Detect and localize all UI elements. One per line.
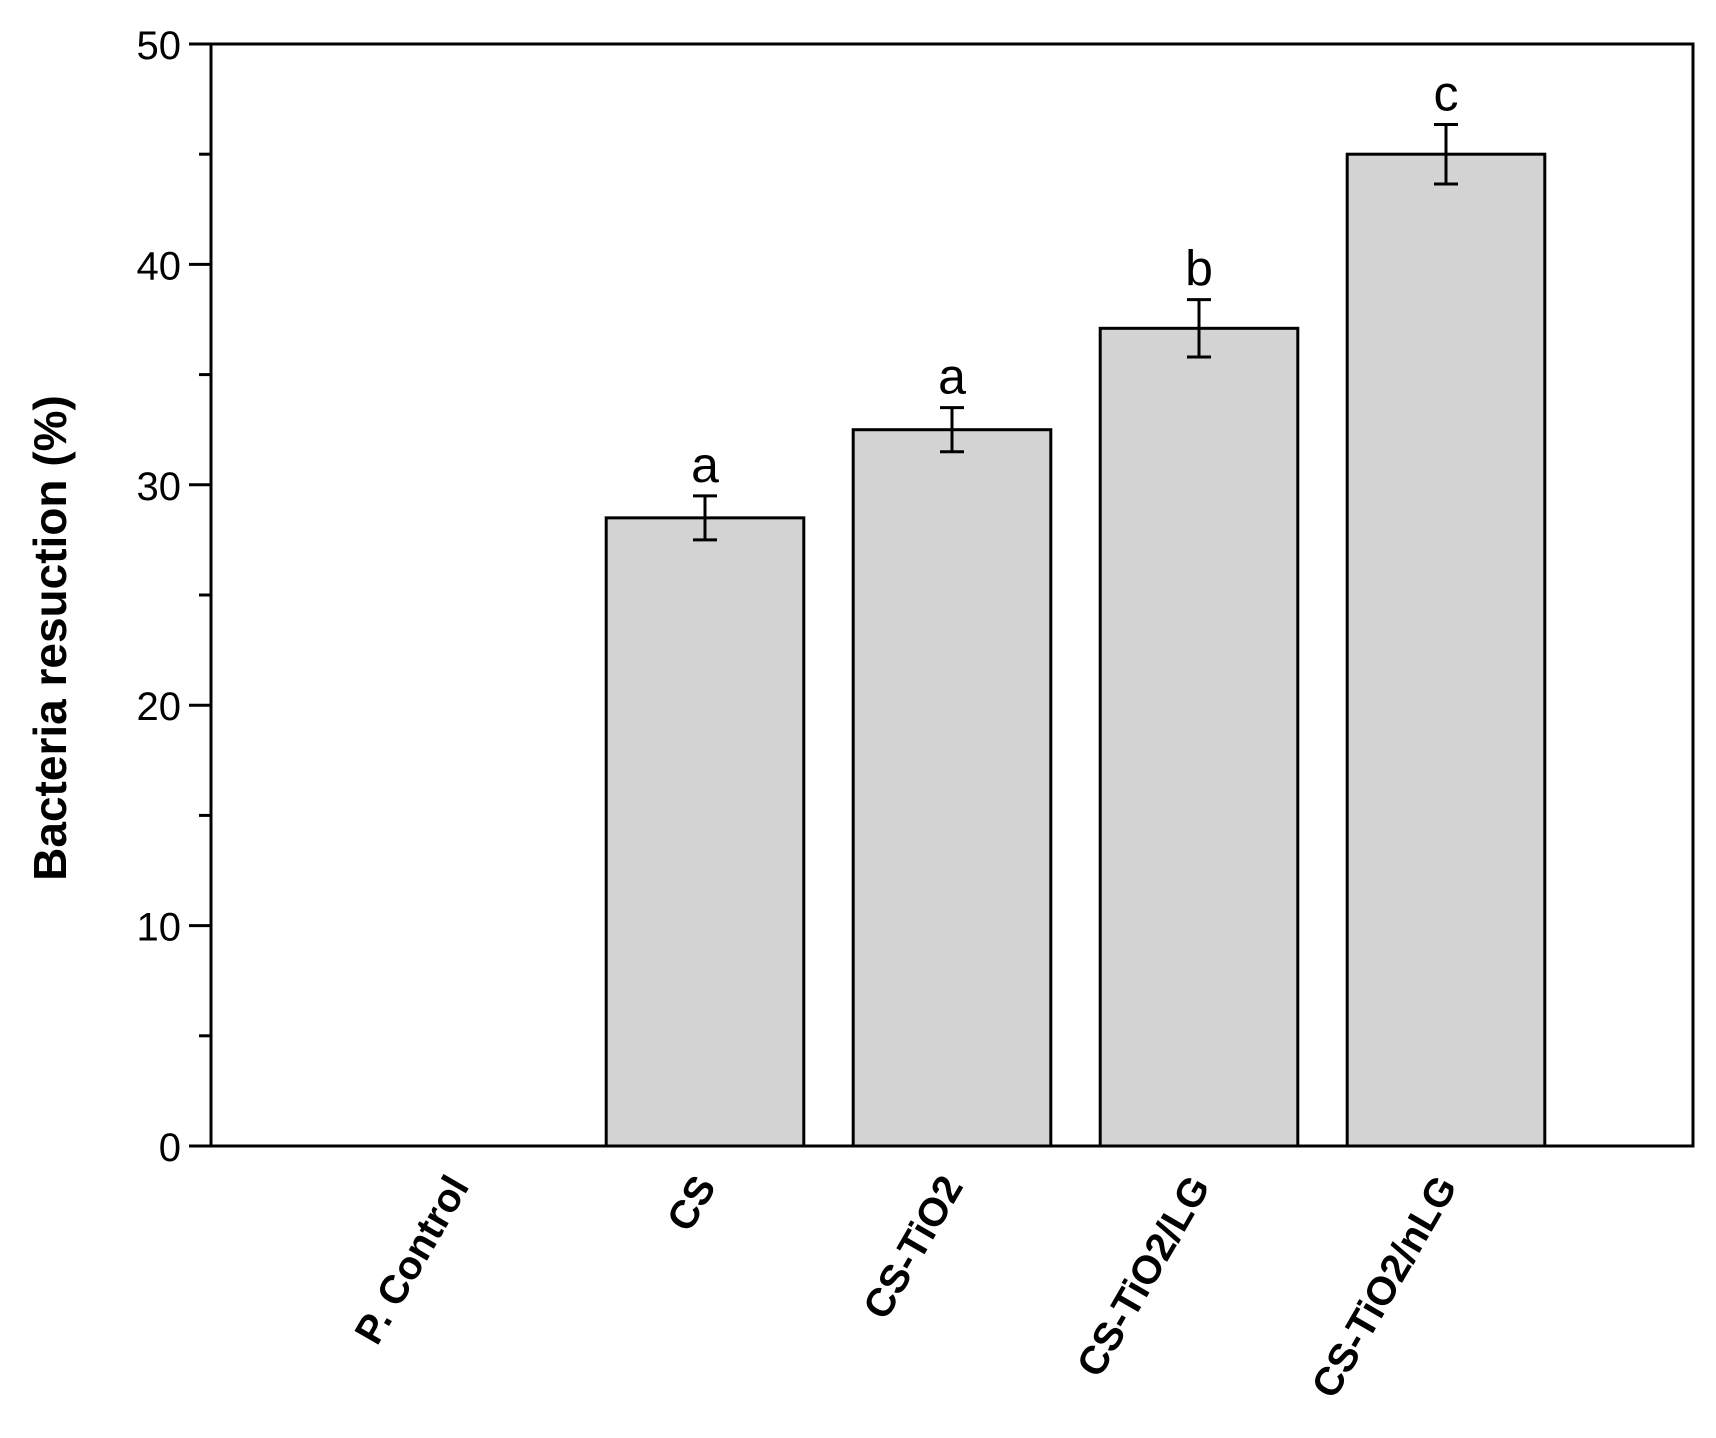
y-tick-label: 20 (137, 685, 182, 729)
annotation: c (1434, 65, 1459, 121)
x-tick-label: CS-TiO2/nLG (1304, 1169, 1466, 1406)
y-tick-label: 40 (137, 244, 182, 288)
x-tick-label: CS (659, 1169, 725, 1239)
bar (604, 516, 806, 1148)
y-tick-label: 10 (137, 906, 182, 950)
y-tick-label: 0 (159, 1126, 181, 1170)
x-tick-label: CS-TiO2 (855, 1169, 972, 1327)
annotation: a (938, 349, 966, 405)
plot-frame (209, 42, 1695, 1148)
y-tick-label: 30 (137, 465, 182, 509)
x-tick-label: CS-TiO2/LG (1069, 1169, 1219, 1385)
bar (1345, 152, 1547, 1148)
bar (851, 428, 1053, 1148)
bar (1098, 326, 1300, 1148)
annotation: b (1185, 241, 1213, 297)
annotation: a (691, 437, 719, 493)
y-tick-label: 50 (137, 24, 182, 68)
x-tick-label: P. Control (347, 1169, 478, 1352)
y-axis-label: Bacteria resuction (%) (24, 395, 76, 881)
